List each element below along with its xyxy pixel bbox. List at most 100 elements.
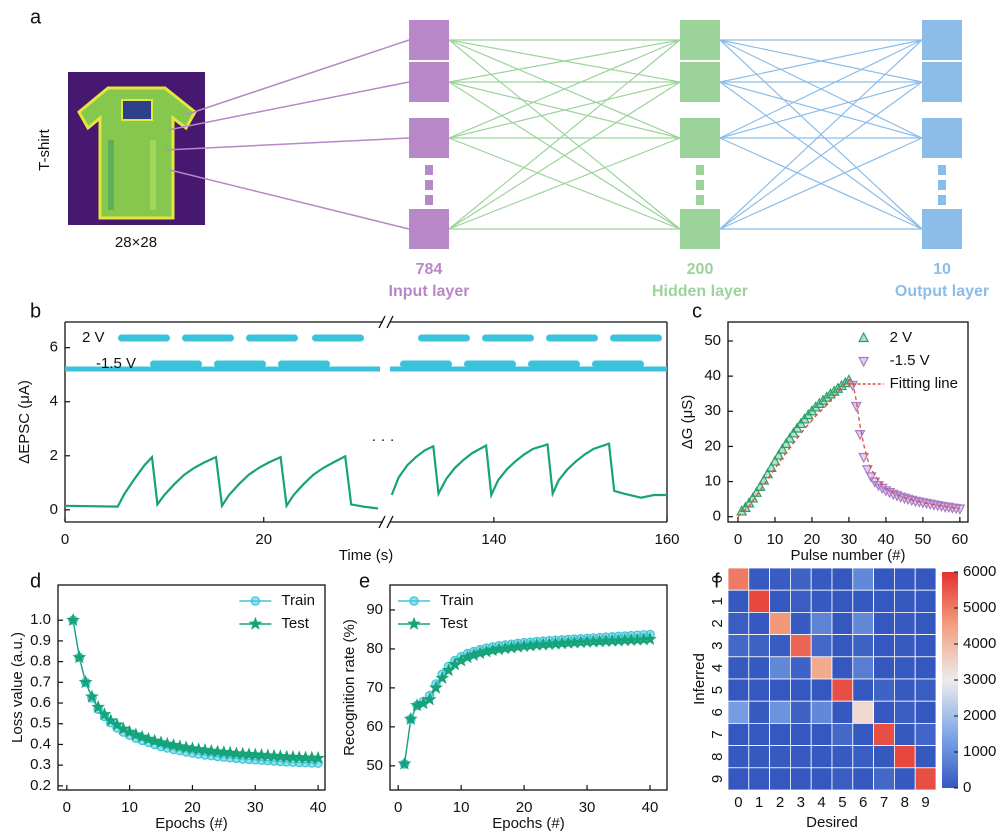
heatmap-cell (811, 635, 832, 657)
heatmap-cell (853, 657, 874, 679)
neuron (409, 62, 449, 102)
y-tick-label: 0 (713, 508, 721, 525)
x-tick-label: 0 (394, 799, 402, 816)
panel-a: a T-shirt 28×28 (30, 6, 205, 251)
panel-letter: d (30, 570, 41, 592)
x-tick-label: 20 (184, 799, 201, 816)
colorbar-tick-label: 0 (963, 779, 971, 796)
x-tick-label: 10 (121, 799, 138, 816)
x-tick-label: 40 (310, 799, 327, 816)
heatmap-cell (874, 701, 895, 723)
heatmap-cell (915, 635, 936, 657)
heatmap-cell (728, 635, 749, 657)
heatmap-cell (894, 701, 915, 723)
y-tick-label: 8 (709, 753, 726, 761)
y-axis-label: Recognition rate (%) (341, 619, 358, 756)
legend-sample (859, 358, 868, 367)
x-axis-label: Epochs (#) (155, 815, 228, 832)
heatmap-cell (749, 590, 770, 612)
x-axis-label: Desired (806, 814, 858, 831)
y-tick-label: 1 (709, 597, 726, 605)
heatmap-cell (874, 768, 895, 790)
heatmap-cell (853, 590, 874, 612)
heatmap-cell (770, 657, 791, 679)
pulse (592, 361, 644, 368)
layer-name: Input layer (389, 283, 470, 300)
heatmap-cell (832, 612, 853, 634)
neuron (680, 62, 720, 102)
data-line (405, 639, 651, 764)
heatmap-cell (874, 635, 895, 657)
ellipsis-dot (696, 180, 704, 190)
image-size: 28×28 (115, 234, 157, 251)
heatmap-cell (770, 701, 791, 723)
legend-sample (410, 597, 418, 605)
heatmap-cell (832, 590, 853, 612)
marker (856, 431, 865, 440)
y-axis-label: Loss value (a.u.) (9, 632, 26, 743)
layer-count: 200 (687, 261, 714, 278)
heatmap-cell (770, 679, 791, 701)
x-tick-label: 30 (247, 799, 264, 816)
heatmap-cell (853, 679, 874, 701)
heatmap-cell (790, 768, 811, 790)
panel-letter: a (30, 6, 42, 28)
heatmap-cell (790, 612, 811, 634)
heatmap-cell (770, 612, 791, 634)
ellipsis-dot (696, 195, 704, 205)
colorbar-tick-label: 4000 (963, 635, 996, 652)
data-line (73, 620, 318, 763)
fit-line (738, 380, 960, 517)
y-tick-label: 9 (709, 775, 726, 783)
y-tick-label: 60 (366, 718, 383, 735)
legend-label: -1.5 V (890, 352, 930, 369)
layer-name: Output layer (895, 283, 989, 300)
x-tick-label: 10 (767, 531, 784, 548)
x-tick-label: 9 (921, 794, 929, 811)
heatmap-cell (749, 768, 770, 790)
heatmap-cell (728, 612, 749, 634)
pulse (528, 361, 580, 368)
legend-sample (251, 597, 259, 605)
y-tick-label: 5 (709, 686, 726, 694)
layer-count: 10 (933, 261, 951, 278)
ellipsis-dot (425, 195, 433, 205)
x-axis-label: Pulse number (#) (790, 547, 905, 564)
heatmap-cell (749, 701, 770, 723)
pulse (546, 335, 598, 342)
pulse-label: 2 V (82, 329, 105, 346)
heatmap-cell (915, 612, 936, 634)
heatmap-cell (728, 679, 749, 701)
legend-sample (250, 619, 261, 629)
heatmap-cell (770, 768, 791, 790)
data-line (405, 635, 651, 764)
heatmap-cell (832, 701, 853, 723)
x-tick-label: 40 (642, 799, 659, 816)
x-tick-label: 1 (755, 794, 763, 811)
heatmap-cell (832, 768, 853, 790)
neuron (680, 209, 720, 249)
legend-label: Test (440, 615, 468, 632)
heatmap-cell (728, 746, 749, 768)
heatmap-cell (915, 746, 936, 768)
y-tick-label: 6 (709, 708, 726, 716)
heatmap-cell (790, 657, 811, 679)
y-tick-label: 10 (704, 473, 721, 490)
heatmap-cell (874, 657, 895, 679)
y-tick-label: 90 (366, 601, 383, 618)
colorbar-tick-label: 1000 (963, 743, 996, 760)
heatmap-cell (853, 768, 874, 790)
neuron (922, 118, 962, 158)
heatmap-cell (811, 612, 832, 634)
x-tick-label: 2 (776, 794, 784, 811)
y-tick-label: 2 (50, 447, 58, 464)
heatmap-cell (749, 568, 770, 590)
y-tick-label: 4 (709, 664, 726, 672)
x-tick-label: 20 (516, 799, 533, 816)
y-tick-label: 0.9 (30, 632, 51, 649)
heatmap-cell (749, 635, 770, 657)
legend-label: Fitting line (890, 375, 958, 392)
y-tick-label: 80 (366, 640, 383, 657)
y-tick-label: 1.0 (30, 611, 51, 628)
y-tick-label: 50 (704, 332, 721, 349)
